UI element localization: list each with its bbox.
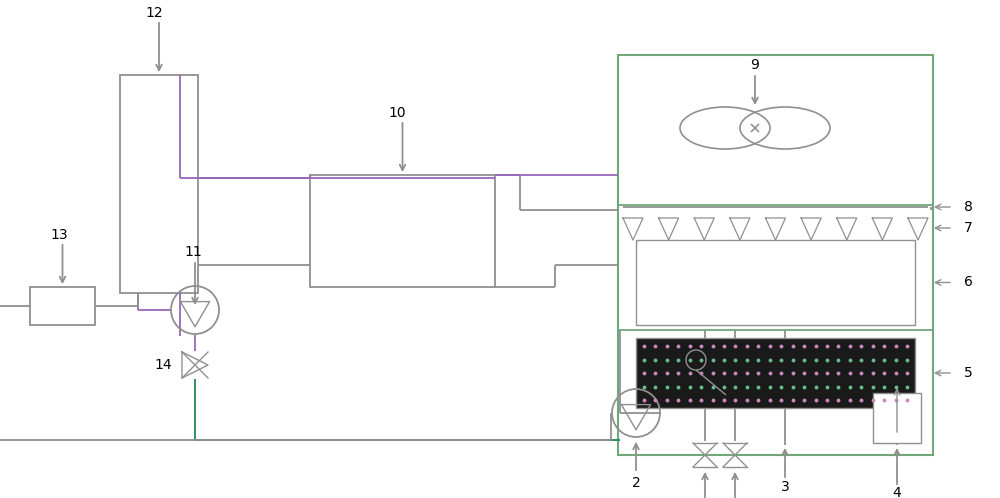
Text: 8: 8 (964, 200, 972, 214)
Bar (636, 338, 915, 408)
Bar (618, 55, 933, 455)
Bar (873, 393, 921, 443)
Bar (120, 75, 198, 293)
Text: 12: 12 (145, 6, 163, 20)
Text: 3: 3 (781, 480, 789, 494)
Text: 13: 13 (51, 228, 68, 242)
Text: 7: 7 (964, 221, 972, 235)
Text: 6: 6 (964, 275, 972, 289)
Text: 4: 4 (893, 486, 901, 498)
Text: 14: 14 (154, 358, 172, 372)
Text: 2: 2 (632, 476, 640, 490)
Text: 11: 11 (184, 245, 202, 259)
Text: 9: 9 (751, 58, 759, 72)
Bar (636, 240, 915, 325)
Bar (30, 287, 95, 325)
Text: 5: 5 (964, 366, 972, 380)
Bar (310, 175, 495, 287)
Text: 10: 10 (389, 106, 406, 120)
